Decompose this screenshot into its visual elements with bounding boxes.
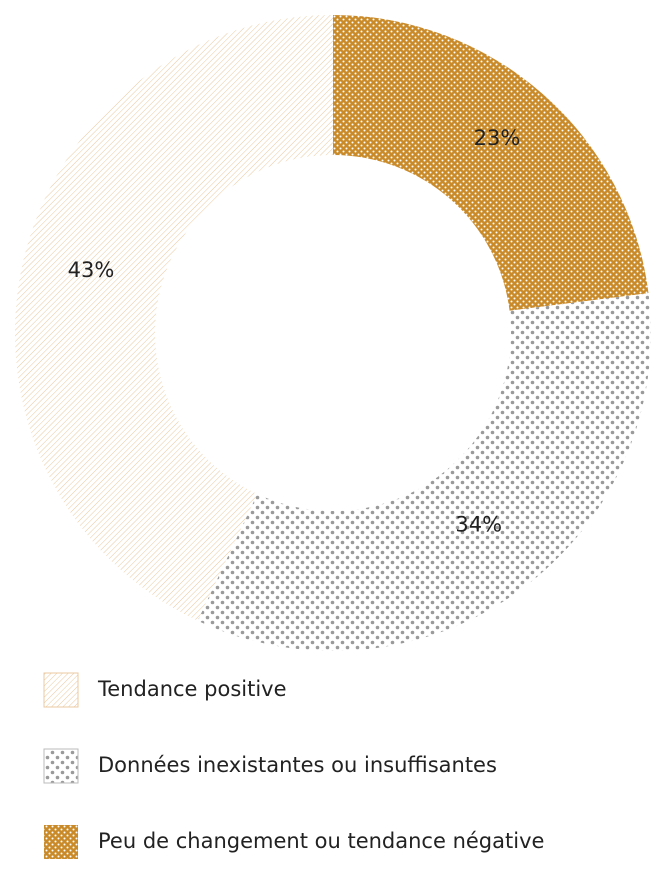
legend-swatch bbox=[43, 748, 79, 784]
donut-segment bbox=[15, 15, 333, 621]
legend-swatch bbox=[44, 825, 78, 859]
data-label: 23% bbox=[474, 126, 521, 150]
data-label: 43% bbox=[68, 258, 115, 282]
donut-segment bbox=[197, 293, 652, 651]
data-label: 34% bbox=[455, 513, 502, 537]
legend-label: Tendance positive bbox=[97, 677, 287, 701]
legend-label: Peu de changement ou tendance négative bbox=[98, 829, 544, 853]
donut-segment bbox=[333, 15, 649, 311]
legend-label: Données inexistantes ou insuffisantes bbox=[98, 753, 497, 777]
legend-swatch bbox=[43, 672, 79, 708]
